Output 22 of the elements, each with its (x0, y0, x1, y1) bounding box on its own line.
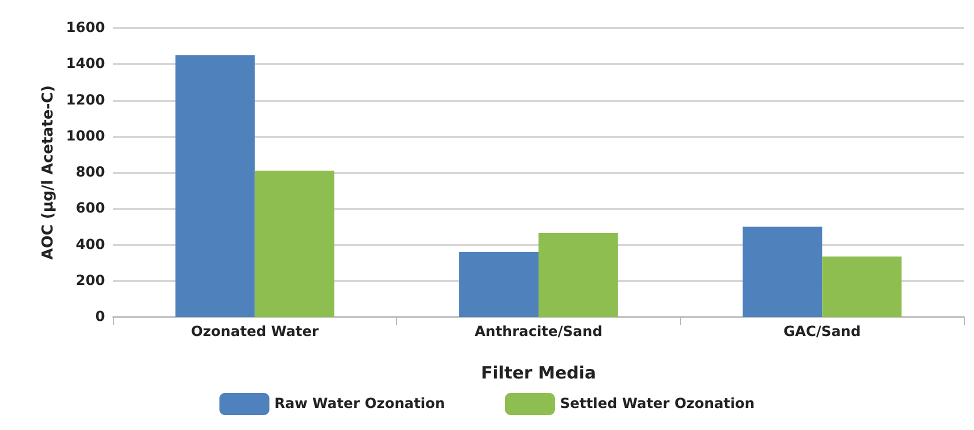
y-tick-label: 1200 (66, 92, 106, 108)
x-tick-label: Anthracite/Sand (474, 324, 602, 340)
x-tick-label: Ozonated Water (191, 324, 319, 340)
y-tick-label: 200 (76, 272, 106, 289)
legend-label: Raw Water Ozonation (274, 396, 445, 412)
y-tick-label: 1400 (66, 56, 106, 72)
y-tick-label: 400 (76, 236, 106, 253)
bar (459, 252, 538, 317)
bar (538, 233, 618, 317)
y-tick-label: 800 (76, 164, 106, 180)
y-tick-label: 1600 (66, 20, 106, 36)
y-tick-label: 0 (95, 309, 106, 325)
legend-label: Settled Water Ozonation (560, 396, 755, 412)
x-tick-label: GAC/Sand (784, 324, 861, 340)
x-axis-title: Filter Media (480, 364, 596, 384)
y-axis-title: AOC (µg/l Acetate-C) (38, 85, 56, 260)
bar (742, 226, 822, 317)
bar (254, 170, 334, 317)
bar (822, 256, 902, 317)
y-tick-label: 600 (76, 200, 106, 217)
y-tick-label: 1000 (66, 128, 106, 144)
bar (175, 55, 255, 317)
